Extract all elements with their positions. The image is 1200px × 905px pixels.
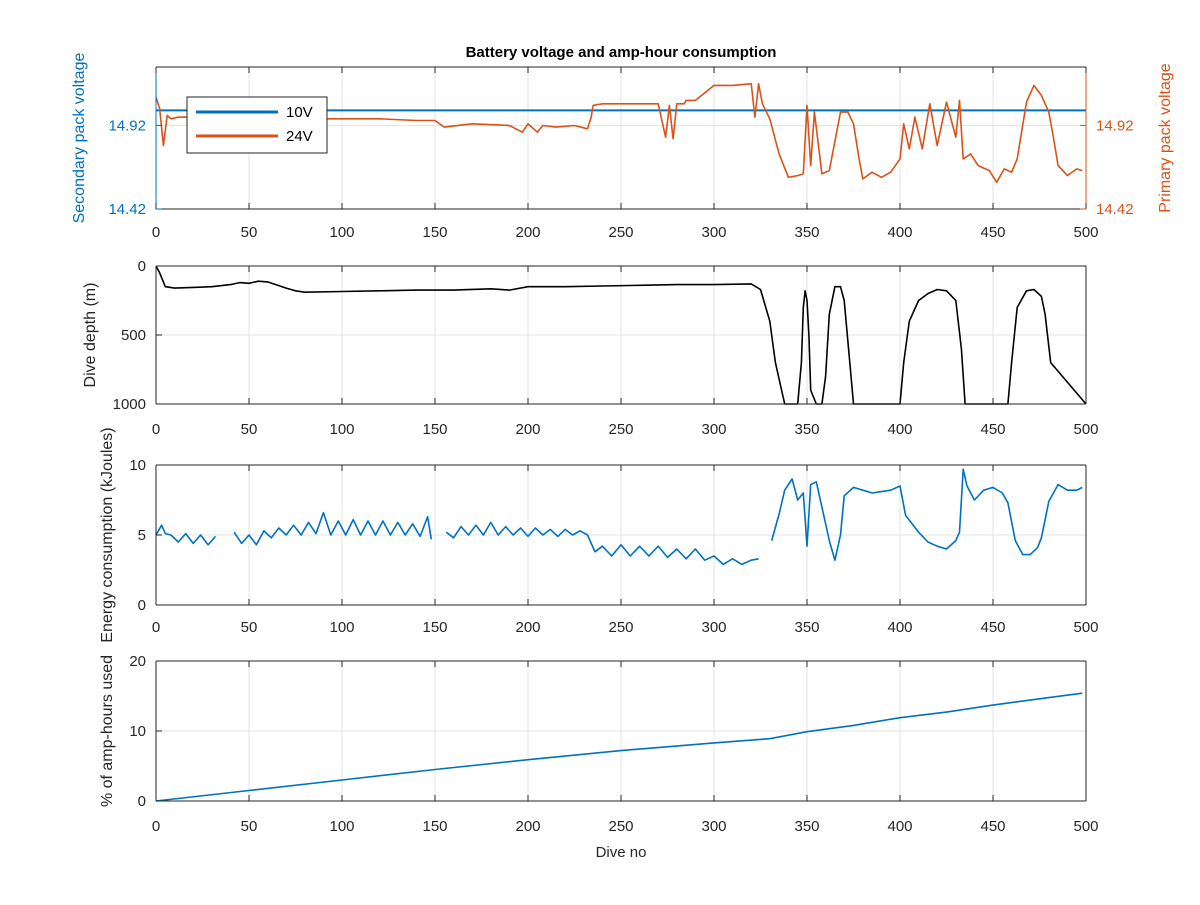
x-tick-label: 350 bbox=[794, 619, 819, 636]
x-tick-label: 150 bbox=[422, 421, 447, 438]
x-tick-label: 100 bbox=[329, 421, 354, 438]
x-tick-label: 150 bbox=[422, 818, 447, 835]
x-tick-label: 100 bbox=[329, 818, 354, 835]
x-tick-label: 50 bbox=[241, 818, 258, 835]
y-axis-label: Energy consumption (kJoules) bbox=[99, 427, 116, 642]
x-tick-label: 250 bbox=[608, 818, 633, 835]
x-tick-label: 300 bbox=[701, 619, 726, 636]
legend-box bbox=[186, 96, 328, 154]
x-tick-label: 350 bbox=[794, 421, 819, 438]
x-tick-label: 300 bbox=[701, 421, 726, 438]
legend-label: 24V bbox=[286, 128, 313, 145]
x-tick-label: 0 bbox=[152, 818, 160, 835]
x-tick-label: 200 bbox=[515, 818, 540, 835]
series-line-3-0 bbox=[155, 692, 1083, 802]
y-tick-label: 14.92 bbox=[108, 117, 146, 134]
x-tick-label: 100 bbox=[329, 619, 354, 636]
series-line-1-0 bbox=[155, 265, 1087, 405]
x-tick-label: 450 bbox=[980, 421, 1005, 438]
x-tick-label: 500 bbox=[1073, 224, 1098, 241]
x-tick-label: 400 bbox=[887, 619, 912, 636]
x-tick-label: 0 bbox=[152, 619, 160, 636]
y-tick-label: 14.42 bbox=[108, 201, 146, 218]
legend-label: 10V bbox=[286, 104, 313, 121]
x-tick-label: 450 bbox=[980, 818, 1005, 835]
y-axis-label-right: Primary pack voltage bbox=[1157, 63, 1174, 212]
x-tick-label: 400 bbox=[887, 818, 912, 835]
x-tick-label: 200 bbox=[515, 619, 540, 636]
series-line-2-0 bbox=[155, 468, 1083, 566]
x-tick-label: 50 bbox=[241, 421, 258, 438]
x-tick-label: 250 bbox=[608, 619, 633, 636]
x-tick-label: 150 bbox=[422, 224, 447, 241]
x-tick-label: 250 bbox=[608, 224, 633, 241]
x-tick-label: 400 bbox=[887, 224, 912, 241]
x-tick-label: 350 bbox=[794, 818, 819, 835]
x-tick-label: 50 bbox=[241, 619, 258, 636]
y-tick-label: 10 bbox=[129, 723, 146, 740]
x-tick-label: 500 bbox=[1073, 619, 1098, 636]
x-tick-label: 100 bbox=[329, 224, 354, 241]
y-tick-label: 0 bbox=[138, 597, 146, 614]
y-axis-label: Dive depth (m) bbox=[82, 283, 99, 388]
y-tick-label: 10 bbox=[129, 457, 146, 474]
x-tick-label: 200 bbox=[515, 224, 540, 241]
y-tick-label: 5 bbox=[138, 527, 146, 544]
x-tick-label: 150 bbox=[422, 619, 447, 636]
x-tick-label: 300 bbox=[701, 224, 726, 241]
y2-tick-label: 14.92 bbox=[1096, 117, 1134, 134]
x-tick-label: 0 bbox=[152, 224, 160, 241]
x-tick-label: 250 bbox=[608, 421, 633, 438]
x-tick-label: 350 bbox=[794, 224, 819, 241]
x-tick-label: 0 bbox=[152, 421, 160, 438]
x-tick-label: 450 bbox=[980, 619, 1005, 636]
y-tick-label: 0 bbox=[138, 258, 146, 275]
x-tick-label: 500 bbox=[1073, 421, 1098, 438]
series-line-0-1 bbox=[155, 82, 1083, 184]
figure-title: Battery voltage and amp-hour consumption bbox=[466, 44, 777, 61]
y-tick-label: 20 bbox=[129, 653, 146, 670]
y-axis-label: % of amp-hours used bbox=[99, 655, 116, 807]
x-tick-label: 450 bbox=[980, 224, 1005, 241]
y-axis-label-left: Secondary pack voltage bbox=[71, 53, 88, 224]
x-tick-label: 500 bbox=[1073, 818, 1098, 835]
x-tick-label: 300 bbox=[701, 818, 726, 835]
y-tick-label: 0 bbox=[138, 793, 146, 810]
y2-tick-label: 14.42 bbox=[1096, 201, 1134, 218]
x-tick-label: 200 bbox=[515, 421, 540, 438]
y-tick-label: 1000 bbox=[113, 396, 146, 413]
x-tick-label: 50 bbox=[241, 224, 258, 241]
x-axis-label: Dive no bbox=[596, 844, 647, 861]
y-tick-label: 500 bbox=[121, 327, 146, 344]
x-tick-label: 400 bbox=[887, 421, 912, 438]
